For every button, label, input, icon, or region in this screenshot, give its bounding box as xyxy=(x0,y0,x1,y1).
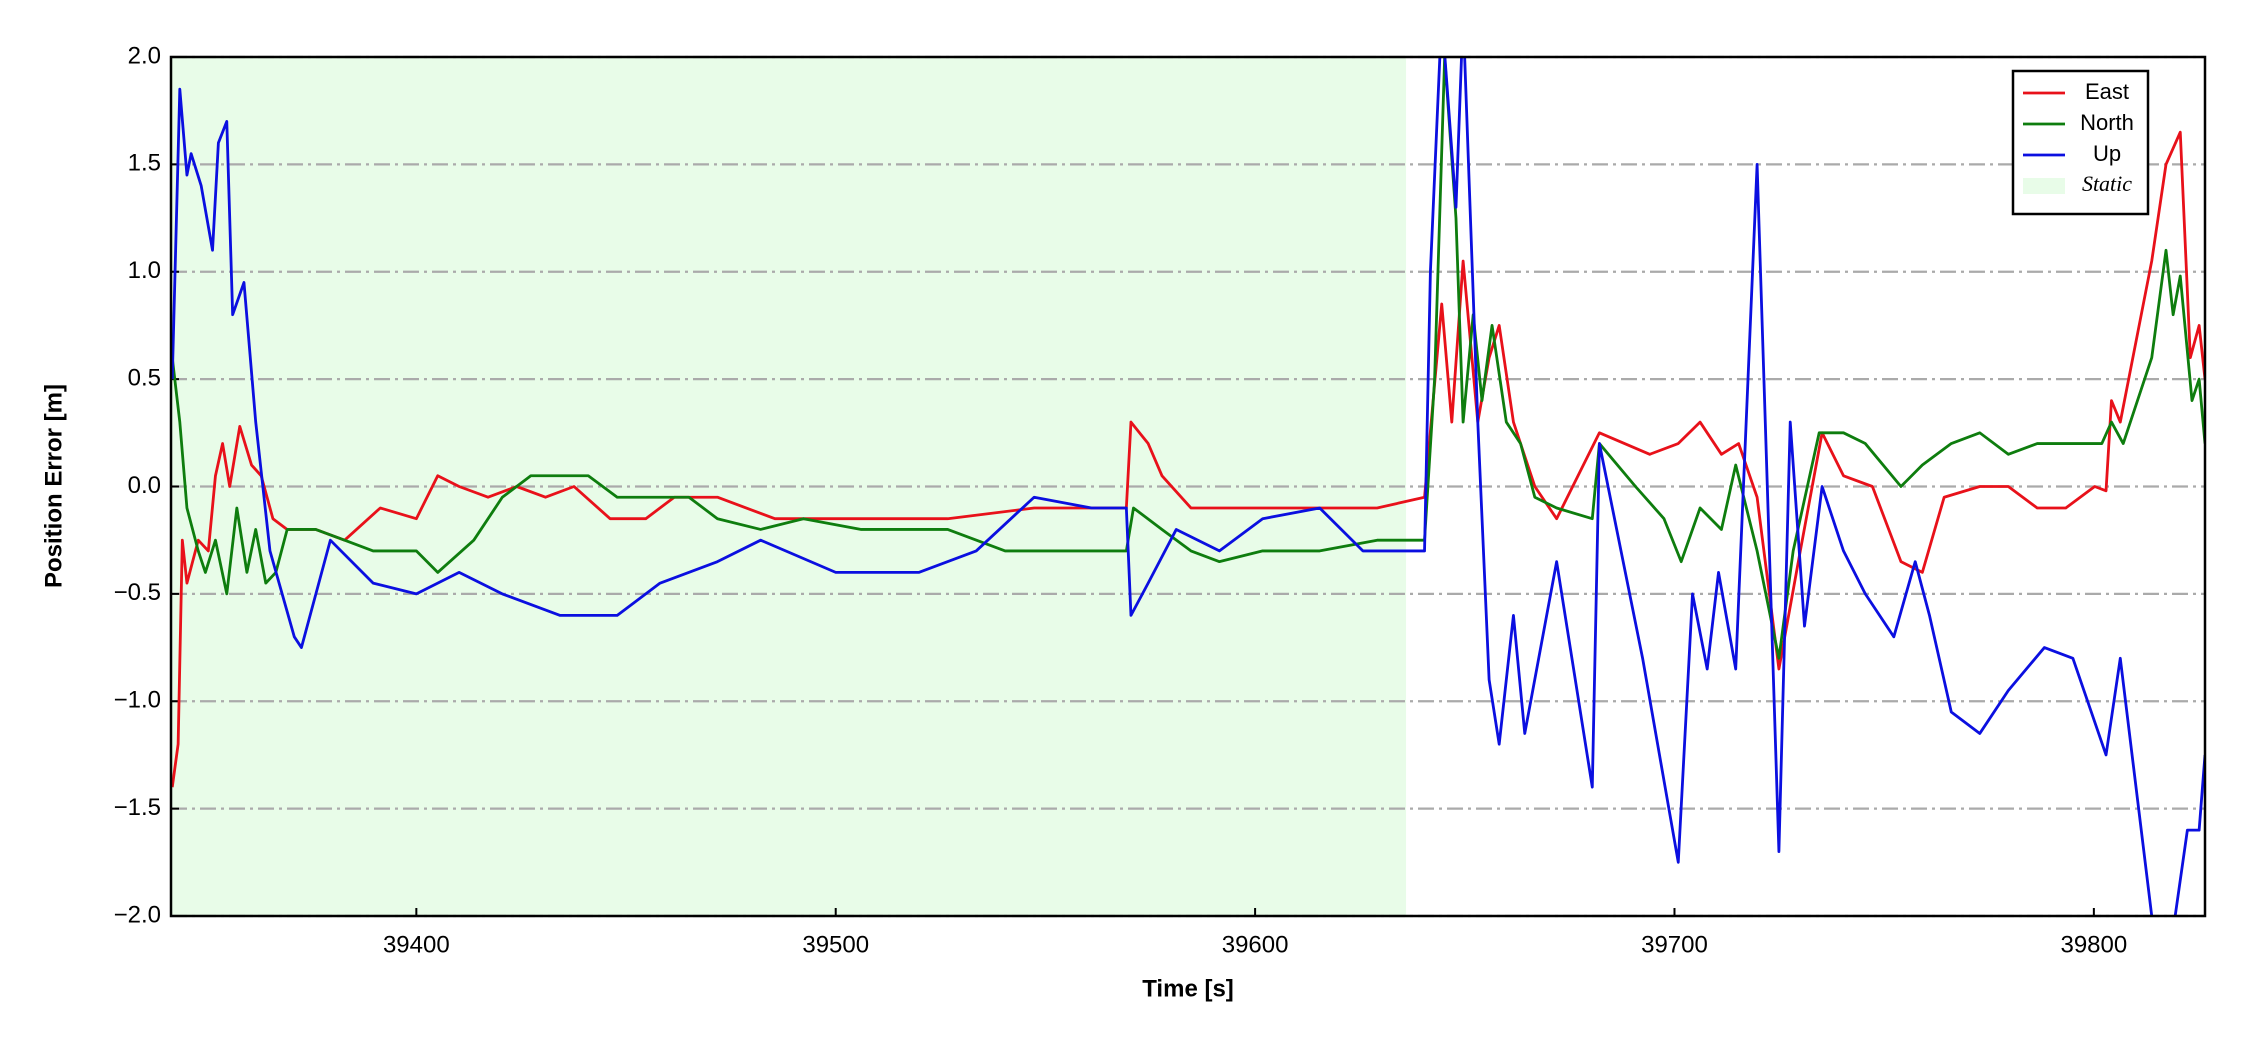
plot-area xyxy=(171,57,2205,916)
y-axis-label: Position Error [m] xyxy=(40,384,67,588)
y-tick-label: 0.0 xyxy=(128,472,161,499)
legend-label: Up xyxy=(2093,141,2121,166)
legend-label: East xyxy=(2085,79,2129,104)
y-tick-label: −1.0 xyxy=(114,687,161,714)
y-tick-label: 1.0 xyxy=(128,257,161,284)
y-tick-label: −2.0 xyxy=(114,901,161,928)
series-line xyxy=(171,57,2205,916)
series-line xyxy=(171,57,2205,660)
legend-label: Static xyxy=(2082,171,2132,196)
y-tick-label: 0.5 xyxy=(128,364,161,391)
x-tick-label: 39500 xyxy=(802,931,869,958)
y-tick-label: 2.0 xyxy=(128,42,161,69)
x-tick-label: 39800 xyxy=(2060,931,2127,958)
x-tick-label: 39600 xyxy=(1222,931,1289,958)
plot-frame xyxy=(169,55,2207,918)
y-tick-label: −0.5 xyxy=(114,579,161,606)
x-tick-label: 39700 xyxy=(1641,931,1708,958)
legend-swatch xyxy=(2023,178,2065,194)
y-tick-label: −1.5 xyxy=(114,794,161,821)
y-tick-label: 1.5 xyxy=(128,150,161,177)
legend-label: North xyxy=(2080,110,2134,135)
x-tick-label: 39400 xyxy=(383,931,450,958)
x-axis-label: Time [s] xyxy=(1142,975,1234,1002)
series-line xyxy=(171,130,2205,788)
